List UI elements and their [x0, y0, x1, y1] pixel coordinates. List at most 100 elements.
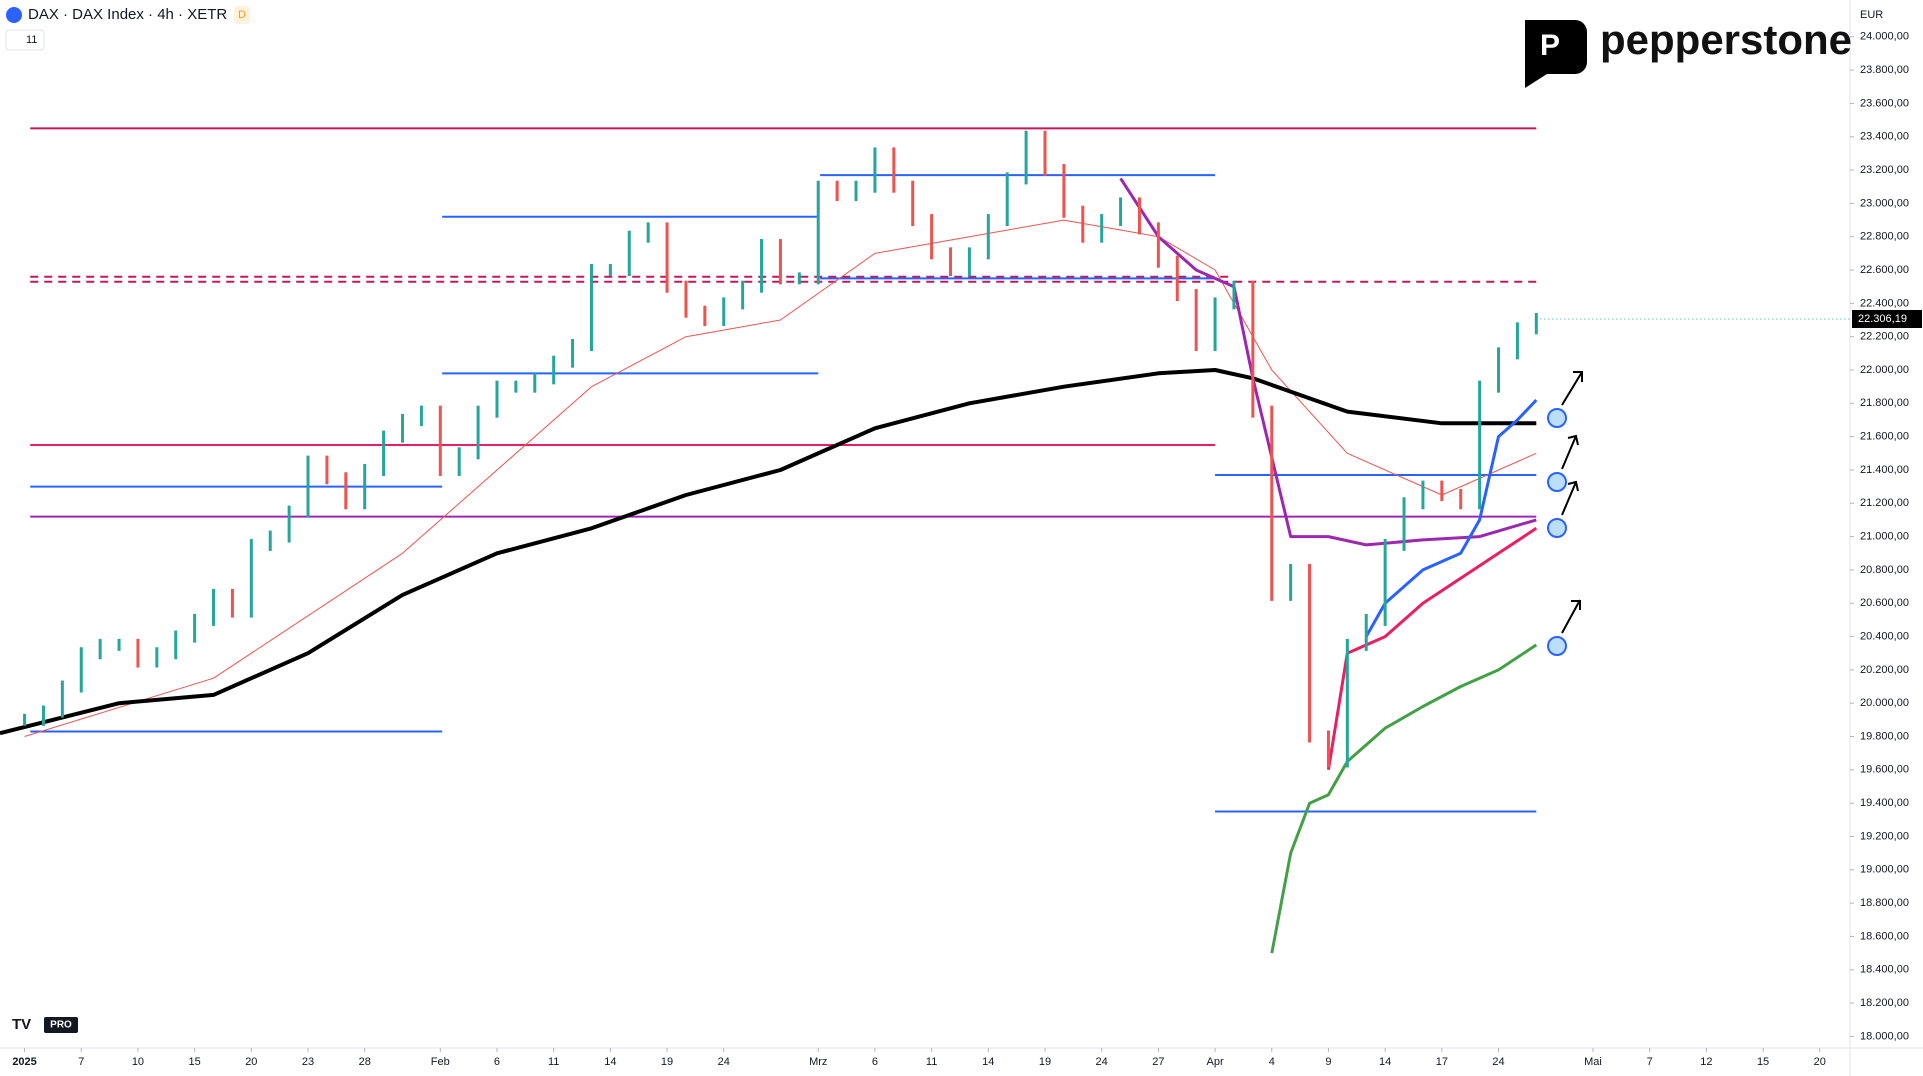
x-tick-label: 27 [1152, 1056, 1164, 1068]
price-bar [778, 239, 782, 285]
price-bar [419, 405, 423, 426]
price-bar [1137, 197, 1141, 235]
x-tick-label: 11 [548, 1056, 559, 1068]
x-tick-label: 6 [872, 1056, 878, 1068]
y-tick-label: 18.200,00 [1860, 997, 1909, 1009]
price-bar [1326, 730, 1330, 768]
price-bar [382, 430, 386, 476]
price-bar [212, 588, 216, 626]
price-bar [1383, 538, 1387, 626]
x-tick-label: 23 [302, 1056, 314, 1068]
y-tick-label: 23.600,00 [1860, 97, 1909, 109]
x-tick-label: 12 [1700, 1056, 1712, 1068]
y-tick-label: 19.600,00 [1860, 764, 1909, 776]
y-tick-label: 20.600,00 [1860, 597, 1909, 609]
price-bar [589, 264, 593, 352]
price-bar [1289, 563, 1293, 601]
badge-bg [44, 1017, 78, 1033]
pro-badge: PRO [50, 1020, 72, 1031]
x-tick-label: 24 [1492, 1056, 1504, 1068]
x-tick-label: 7 [78, 1056, 84, 1068]
price-bar [363, 463, 367, 510]
indicator-toggle[interactable] [5, 29, 45, 51]
x-tick-label: 20 [1814, 1056, 1826, 1068]
price-bar [230, 588, 234, 618]
price-bar [117, 638, 121, 651]
price-bar [514, 380, 518, 393]
y-tick-label: 22.800,00 [1860, 231, 1909, 243]
y-tick-label: 23.200,00 [1860, 164, 1909, 176]
price-bar [1534, 312, 1538, 335]
price-bar [1232, 280, 1236, 310]
price-bar [438, 405, 442, 476]
price-bar [41, 705, 45, 726]
price-bar [1005, 172, 1009, 227]
price-bar [1402, 497, 1406, 551]
price-bar [854, 180, 858, 202]
price-bar [986, 214, 990, 260]
price-bar [136, 638, 140, 668]
price-bar [1270, 405, 1274, 601]
price-bar [325, 455, 329, 485]
y-tick-label: 21.200,00 [1860, 497, 1909, 509]
x-tick-label: 2025 [12, 1056, 36, 1068]
y-tick-label: 20.800,00 [1860, 564, 1909, 576]
brand-icon-letter: P [1540, 29, 1560, 62]
y-tick-label: 23.000,00 [1860, 197, 1909, 209]
price-bar [533, 372, 537, 393]
y-tick-label: 21.000,00 [1860, 531, 1909, 543]
price-bar [1194, 289, 1198, 352]
price-bar [401, 413, 405, 443]
price-bar [627, 230, 631, 277]
annotations [1547, 371, 1583, 656]
y-tick-label: 22.000,00 [1860, 364, 1909, 376]
y-tick-label: 19.000,00 [1860, 864, 1909, 876]
price-bar [1515, 322, 1519, 360]
price-bar [193, 613, 197, 643]
x-tick-label: 14 [982, 1056, 994, 1068]
x-tick-label: 7 [1647, 1056, 1653, 1068]
x-tick-label: 11 [926, 1056, 937, 1068]
y-tick-label: 20.000,00 [1860, 697, 1909, 709]
x-tick-label: 24 [1096, 1056, 1108, 1068]
price-bar [287, 505, 291, 543]
price-bar [1308, 563, 1312, 743]
price-bar [1459, 488, 1463, 510]
y-tick-label: 23.800,00 [1860, 64, 1909, 76]
y-tick-label: 22.200,00 [1860, 331, 1909, 343]
x-tick-label: 15 [189, 1056, 201, 1068]
price-bar [722, 297, 726, 327]
price-bar [1043, 130, 1047, 177]
price-bar [684, 280, 688, 318]
price-bar [344, 472, 348, 510]
price-bar [1478, 380, 1482, 510]
currency: EUR [1860, 9, 1883, 21]
x-tick-label: 14 [604, 1056, 616, 1068]
x-tick-label: 24 [718, 1056, 730, 1068]
indicator-line [1364, 398, 1538, 638]
price-bar [552, 355, 556, 385]
x-tick-label: 14 [1379, 1056, 1391, 1068]
x-tick-label: 6 [494, 1056, 500, 1068]
x-tick-label: Feb [431, 1056, 450, 1068]
y-tick-label: 20.400,00 [1860, 630, 1909, 642]
price-bar [741, 280, 745, 310]
price-bar [1345, 638, 1349, 768]
badge-bg [234, 6, 250, 24]
tv-logo: TV [12, 1016, 31, 1033]
indicator-count[interactable]: 11 [26, 34, 37, 46]
price-bar [816, 180, 820, 285]
price-bar [949, 247, 953, 277]
price-bar [571, 339, 575, 368]
price-bar [608, 264, 612, 277]
price-bar [1364, 613, 1368, 651]
price-bar [892, 147, 896, 193]
price-bar [249, 538, 253, 618]
symbol[interactable]: DAX · DAX Index · 4h · XETR [28, 6, 227, 23]
price-bar [930, 214, 934, 260]
price-bar [967, 247, 971, 277]
y-tick-label: 22.400,00 [1860, 297, 1909, 309]
x-tick-label: Apr [1207, 1056, 1224, 1068]
y-tick-label: 21.600,00 [1860, 431, 1909, 443]
